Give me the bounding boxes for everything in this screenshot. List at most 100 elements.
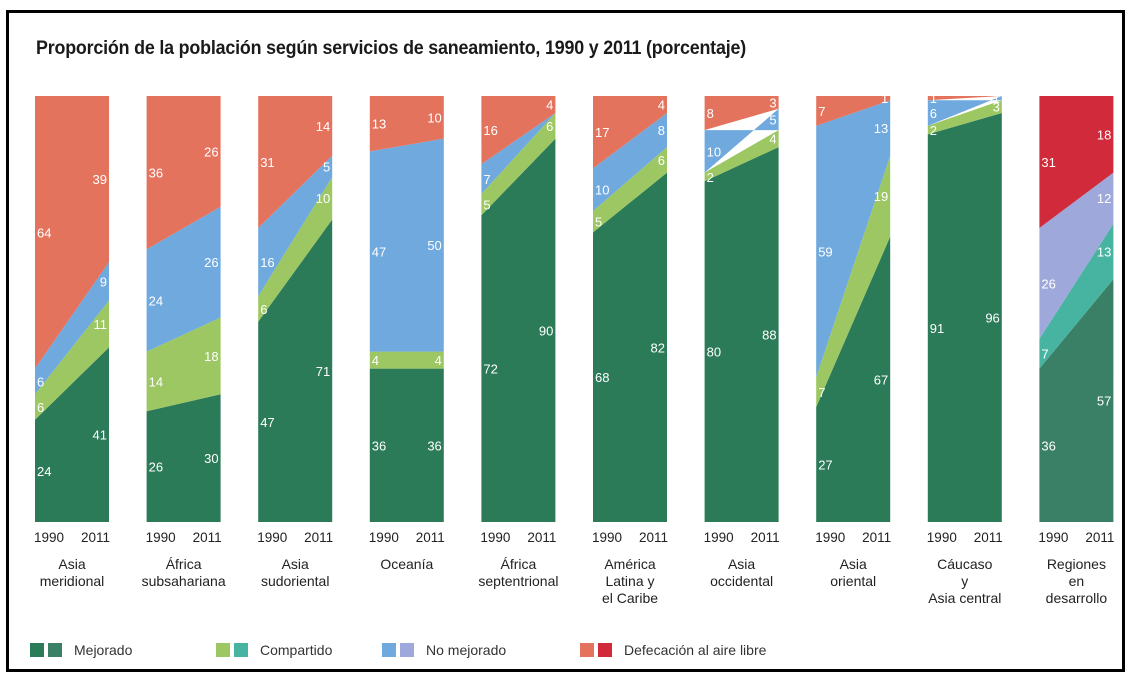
data-label: 4 [435,353,442,368]
data-label: 18 [1097,127,1111,142]
area-compartido [35,300,109,420]
area-mejorado [35,347,109,522]
region-label: Asia central [928,590,1001,606]
data-label: 26 [204,255,218,270]
region-label: y [961,573,968,589]
area-mejorado [369,368,444,522]
data-label: 71 [316,364,330,379]
legend-swatch-compartido-alt [234,643,248,657]
area-no-mejorado [258,155,333,297]
region-label: Asia [840,556,867,572]
area-compartido [927,100,1002,135]
year-tick-label: 2011 [527,530,556,545]
data-label: 24 [37,464,51,479]
data-label: 96 [985,311,999,326]
data-label: 10 [316,191,330,206]
area-compartido [258,176,333,322]
area-mejorado [816,236,891,522]
legend-swatch-mejorado-alt [48,643,62,657]
year-tick-label: 1990 [704,530,734,545]
area-defecacion-al-aire-libre [481,96,556,165]
region-label: Regiones [1047,556,1106,572]
data-label: 67 [874,372,888,387]
data-label: 4 [769,132,776,147]
legend-item-compartido: Compartido [216,642,332,658]
year-tick-label: 2011 [416,530,445,545]
area-mejorado [481,138,556,522]
data-label: 90 [539,323,553,338]
region-label: el Caribe [602,590,658,606]
area-defecacion-al-aire-libre [816,96,891,126]
data-label: 12 [1097,191,1111,206]
data-label: 19 [874,189,888,204]
data-label: 7 [818,104,825,119]
area-no-mejorado [146,206,221,352]
year-tick-label: 1990 [34,530,64,545]
data-label: 27 [818,457,832,472]
year-tick-label: 2011 [974,530,1003,545]
data-label: 9 [100,274,107,289]
region-label: meridional [40,573,105,589]
data-label: 2 [930,123,937,138]
area-no-mejorado [593,113,667,212]
data-label: 1 [930,91,937,106]
data-label: 6 [260,302,267,317]
data-label: 31 [1041,155,1055,170]
legend-label: Compartido [260,642,333,658]
year-tick-label: 1990 [257,530,287,545]
year-tick-label: 1990 [927,530,957,545]
year-tick-label: 1990 [480,530,510,545]
area-defecacion-al-aire-libre [927,96,1002,101]
data-label: 26 [149,460,163,475]
data-label: 3 [993,100,1000,115]
data-label: 11 [94,317,108,332]
area-defecacion-al-aire-libre [704,96,779,131]
data-label: 16 [483,123,497,138]
area-defecacion-al-aire-libre [146,96,221,250]
data-label: 36 [372,438,386,453]
legend-item-no-mejorado: No mejorado [382,642,506,658]
year-tick-label: 2011 [1085,530,1114,545]
region-label: oriental [830,573,876,589]
area-mejorado [927,113,1002,522]
data-label: 39 [93,172,107,187]
legend-label: Defecación al aire libre [624,642,767,658]
data-label: 88 [762,328,776,343]
data-label: 6 [37,374,44,389]
data-label: 26 [1041,276,1055,291]
data-label: 72 [483,362,497,377]
region-label: América [604,556,656,572]
data-label: 2 [707,170,714,185]
data-label: 13 [1097,244,1111,259]
region-label: septentrional [478,573,558,589]
area-no-mejorado [35,262,109,395]
region-label: Asia [728,556,755,572]
area-compartido [1039,223,1114,369]
data-label: 47 [260,415,274,430]
data-label: 6 [37,400,44,415]
legend-label: No mejorado [426,642,507,658]
data-label: 80 [707,345,721,360]
data-label: 30 [204,451,218,466]
year-tick-label: 1990 [146,530,176,545]
area-compartido [146,317,221,412]
data-label: 31 [260,155,274,170]
area-defecacion-al-aire-libre [35,96,109,369]
data-label: 68 [595,370,609,385]
region-label: en [1069,573,1085,589]
data-label: 24 [149,293,163,308]
area-no-mejorado [927,96,1002,126]
region-label: desarrollo [1046,590,1108,606]
year-tick-label: 1990 [1038,530,1068,545]
data-label: 6 [658,153,665,168]
data-label: 10 [707,144,721,159]
area-no-mejorado [704,108,779,173]
region-label: África [166,556,202,572]
area-mejorado [704,147,779,522]
data-label: 14 [316,119,330,134]
data-label: 8 [707,106,714,121]
legend-label: Mejorado [74,642,133,658]
data-label: 5 [483,198,490,213]
data-label: 10 [595,183,609,198]
data-label: 5 [769,112,776,127]
